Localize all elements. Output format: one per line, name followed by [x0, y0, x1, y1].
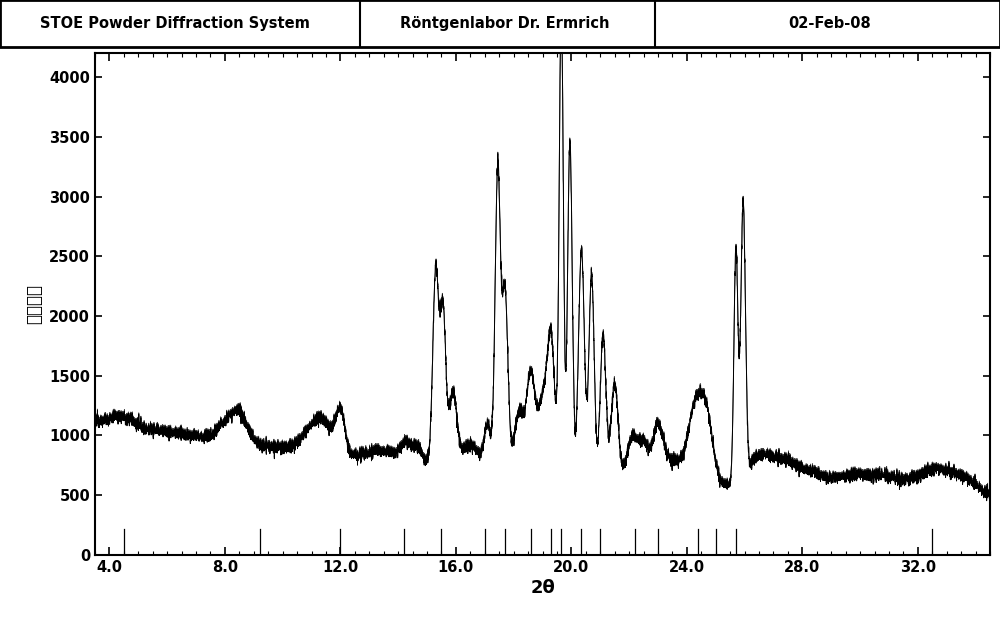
Text: STOE Powder Diffraction System: STOE Powder Diffraction System: [40, 16, 310, 31]
Text: Röntgenlabor Dr. Ermrich: Röntgenlabor Dr. Ermrich: [400, 16, 610, 31]
X-axis label: 2θ: 2θ: [530, 579, 555, 597]
Y-axis label: 绝对强度: 绝对强度: [26, 284, 44, 324]
Text: 02-Feb-08: 02-Feb-08: [789, 16, 871, 31]
